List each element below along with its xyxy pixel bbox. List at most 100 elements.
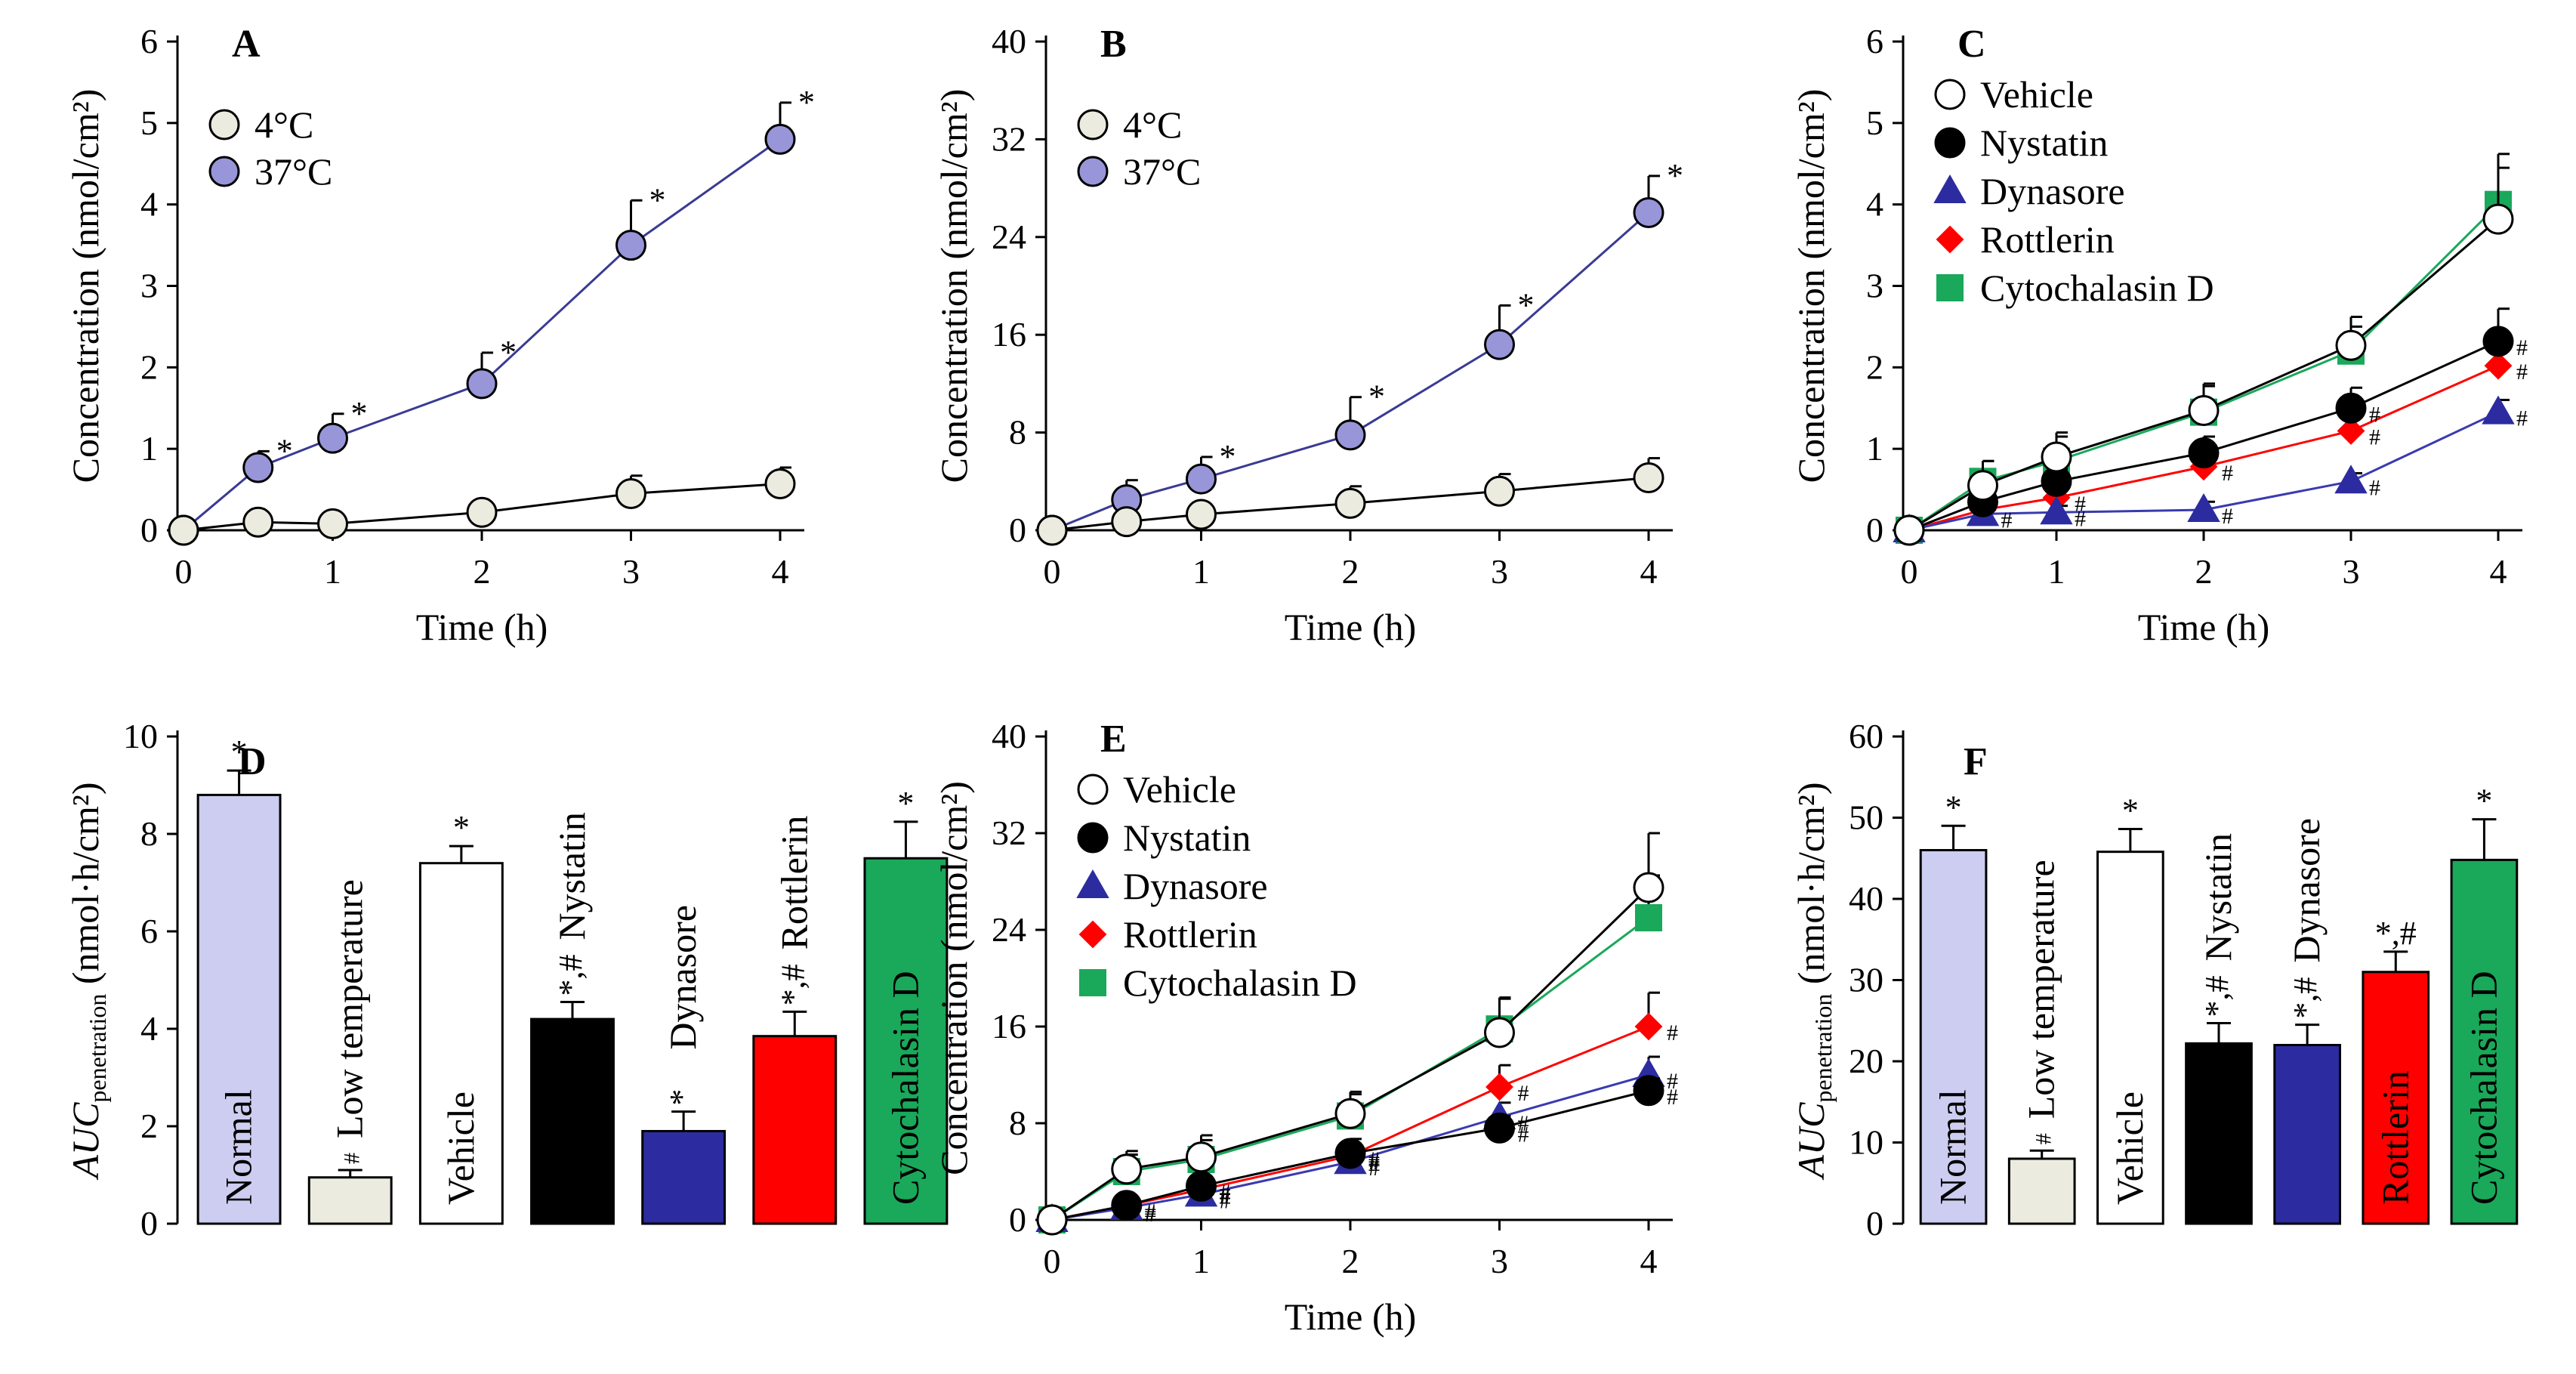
legend-marker (1079, 969, 1106, 996)
bar-category-label: Cytochalasin D (884, 971, 926, 1205)
legend-marker (208, 156, 240, 187)
x-axis-title: Time (h) (1285, 606, 1417, 648)
y-axis-title-main: AUC (1790, 1102, 1832, 1181)
data-point (466, 368, 498, 400)
y-axis-title-unit: (nmol·h/cm²) (64, 782, 106, 993)
bar (2185, 1042, 2253, 1225)
bar-rottlerin: *,# Rottlerin (2362, 915, 2430, 1225)
bar-vehicle: * Vehicle (2096, 792, 2164, 1225)
y-tick-label: 2 (140, 1107, 158, 1145)
panel-f: 0 10 20 30 40 50 60 AUCpenetration (nmol·h/cm²)… (1790, 717, 2519, 1243)
series-line (1908, 364, 2499, 532)
significance-mark: *,# (2287, 977, 2324, 1019)
data-point (1634, 1012, 1663, 1041)
y-tick-label: 40 (992, 22, 1026, 60)
series-vehicle (1893, 153, 2514, 546)
data-point (2484, 351, 2513, 380)
series-line (183, 138, 781, 532)
legend: Vehicle Nystatin Dynasore Rottlerin Cytochal… (1076, 768, 1357, 1004)
panel-letter: D (238, 740, 267, 783)
y-axis-title: Concentration (nmol/cm²) (933, 781, 975, 1175)
x-tick-label: 4 (1640, 1242, 1658, 1280)
data-point (2188, 394, 2220, 426)
bar-vehicle: * Vehicle (418, 809, 504, 1225)
legend: 4°C37°C (1077, 103, 1201, 193)
significance-star: * (276, 432, 293, 469)
bar (2450, 858, 2519, 1225)
significance-star: * (1220, 438, 1236, 475)
y-tick-label: 30 (1849, 961, 1883, 999)
data-point (1484, 1112, 1515, 1144)
y-tick-label: 60 (1849, 717, 1883, 755)
panel-letter: E (1100, 718, 1127, 761)
bar-normal: * Normal (1919, 789, 1988, 1225)
bar-category-label: Low temperature (329, 879, 371, 1138)
significance-hash: # (2516, 360, 2528, 384)
y-tick-label: 0 (140, 1204, 158, 1243)
significance-hash: # (1518, 1111, 1529, 1136)
data-point (2041, 441, 2072, 473)
data-point (2335, 329, 2367, 361)
y-tick-label: 0 (140, 511, 158, 549)
significance-mark: * (2476, 783, 2492, 820)
bar-nystatin: *,# Nystatin (530, 812, 615, 1225)
significance-mark: # (2031, 1133, 2056, 1144)
y-axis-title-sub: penetration (1809, 994, 1837, 1103)
legend-marker (1934, 79, 1966, 110)
panel-letter: F (1964, 740, 1988, 783)
data-point (1186, 1141, 1217, 1173)
significance-star: * (1368, 378, 1385, 415)
legend-label: Nystatin (1980, 122, 2108, 164)
x-axis-title: Time (h) (1285, 1295, 1417, 1338)
bar (752, 1035, 838, 1225)
data-point (1186, 463, 1217, 495)
significance-hash: # (2222, 504, 2233, 529)
x-tick-label: 3 (1491, 552, 1508, 591)
bar (418, 862, 504, 1225)
data-point (615, 477, 646, 509)
data-point (1967, 470, 1998, 502)
legend-marker (1077, 773, 1109, 805)
significance-hash: # (1145, 1202, 1156, 1227)
y-tick-label: 20 (1849, 1042, 1883, 1080)
panel-c: 0 1 2 3 4 5 6 0 1 2 3 4 Time (h) Concentration (nmol/… (1790, 22, 2528, 648)
y-tick-label: 10 (123, 717, 158, 755)
y-axis-title: Concentration (nmol/cm²) (64, 89, 106, 483)
bar-category-label: Normal (217, 1089, 260, 1205)
data-point (1186, 1170, 1217, 1202)
significance-mark: * (897, 785, 914, 822)
y-axis-title-main: AUC (64, 1102, 106, 1181)
significance-hash: # (1220, 1180, 1231, 1205)
significance-hash: # (2369, 402, 2380, 427)
series-4-c (168, 466, 796, 546)
significance-hash: # (1145, 1200, 1156, 1224)
significance-star: * (649, 181, 666, 218)
significance-hash: # (1667, 1085, 1678, 1110)
y-tick-label: 24 (992, 910, 1026, 949)
data-point (615, 230, 646, 261)
y-axis-title: AUCpenetration (nmol·h/cm²) (64, 782, 111, 1180)
y-tick-label: 4 (140, 185, 158, 224)
panel-b: 0 8 16 24 32 40 0 1 2 3 4 Time (h) Concentration (nm… (933, 22, 1683, 648)
data-point (2482, 395, 2515, 425)
significance-mark: * (231, 733, 248, 770)
y-tick-label: 2 (140, 347, 158, 386)
x-tick-label: 3 (622, 552, 640, 591)
data-point (1635, 904, 1662, 931)
panel-e: 0 8 16 24 32 40 0 1 2 3 4 Time (h) Concentration (nm… (933, 717, 1678, 1338)
bar (2273, 1044, 2341, 1225)
x-tick-label: 1 (1192, 552, 1210, 591)
legend-label: Dynasore (1123, 865, 1268, 907)
legend-label: Cytochalasin D (1980, 267, 2214, 309)
y-axis-title: Concentration (nmol/cm²) (1790, 89, 1832, 483)
bar (2362, 971, 2430, 1225)
y-tick-label: 8 (140, 814, 158, 853)
significance-hash: # (2001, 508, 2013, 533)
legend-label: Rottlerin (1123, 913, 1257, 956)
data-point (2482, 203, 2514, 235)
legend-label: Rottlerin (1980, 218, 2115, 261)
x-tick-label: 3 (2343, 552, 2360, 591)
y-tick-label: 16 (992, 315, 1026, 354)
